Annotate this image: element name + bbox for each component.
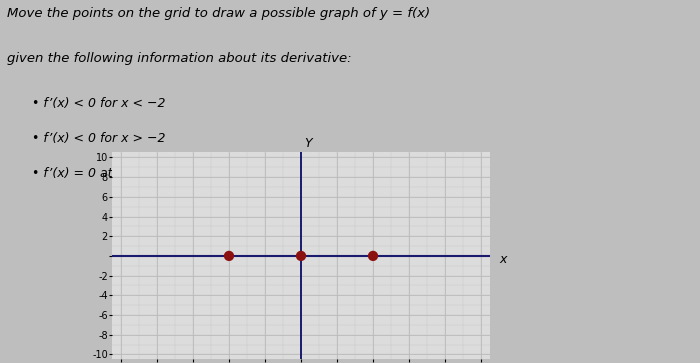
Text: x: x: [499, 253, 506, 266]
Text: given the following information about its derivative:: given the following information about it…: [7, 52, 351, 65]
Point: [223, 253, 235, 259]
Text: Y: Y: [304, 136, 312, 150]
Text: Move the points on the grid to draw a possible graph of y = f(x): Move the points on the grid to draw a po…: [7, 7, 430, 20]
Text: • f’(x) < 0 for x > −2: • f’(x) < 0 for x > −2: [32, 132, 166, 145]
Text: • f’(x) < 0 for x < −2: • f’(x) < 0 for x < −2: [32, 97, 166, 110]
Text: • f’(x) = 0 at x = −2: • f’(x) = 0 at x = −2: [32, 167, 161, 180]
Point: [368, 253, 379, 259]
Point: [295, 253, 307, 259]
